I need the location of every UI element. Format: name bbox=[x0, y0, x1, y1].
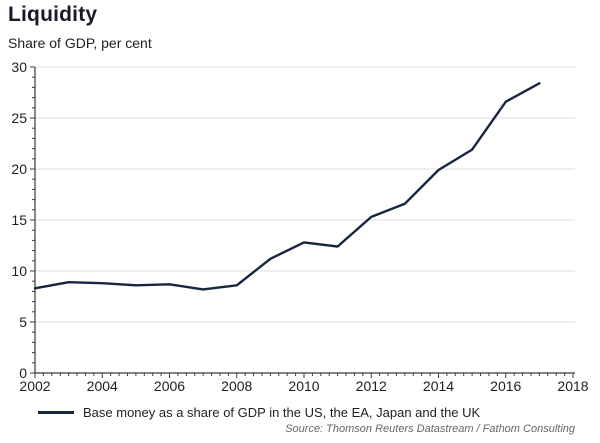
legend-line-sample-icon bbox=[38, 411, 74, 414]
y-axis-tick-label: 5 bbox=[19, 314, 27, 330]
x-axis-tick-label: 2012 bbox=[356, 378, 387, 394]
x-axis-tick-label: 2004 bbox=[87, 378, 118, 394]
y-axis-tick-label: 25 bbox=[11, 110, 27, 126]
x-axis-tick-label: 2008 bbox=[221, 378, 252, 394]
x-axis-tick-label: 2014 bbox=[423, 378, 454, 394]
y-axis-tick-label: 10 bbox=[11, 263, 27, 279]
base-money-series-line bbox=[33, 82, 541, 291]
x-axis-tick-label: 2018 bbox=[557, 378, 588, 394]
source-attribution: Source: Thomson Reuters Datastream / Fat… bbox=[285, 423, 575, 435]
chart-subtitle: Share of GDP, per cent bbox=[8, 35, 152, 51]
chart-legend: Base money as a share of GDP in the US, … bbox=[38, 405, 480, 420]
x-axis-tick-label: 2010 bbox=[288, 378, 319, 394]
y-axis-tick-label: 15 bbox=[11, 212, 27, 228]
x-axis-tick-label: 2006 bbox=[154, 378, 185, 394]
y-axis-tick-label: 0 bbox=[19, 365, 27, 381]
x-axis-tick-label: 2016 bbox=[490, 378, 521, 394]
y-axis-tick-label: 30 bbox=[11, 59, 27, 75]
y-axis-tick-label: 20 bbox=[11, 161, 27, 177]
legend-series-label: Base money as a share of GDP in the US, … bbox=[83, 405, 481, 420]
chart-title: Liquidity bbox=[8, 3, 98, 26]
x-axis-tick-label: 2002 bbox=[19, 378, 50, 394]
